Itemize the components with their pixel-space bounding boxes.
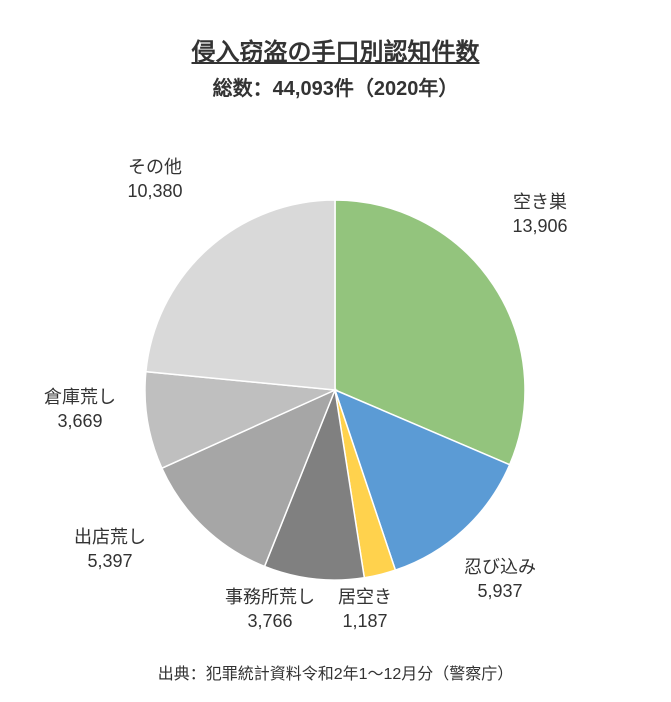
chart-source: 出典：犯罪統計資料令和2年1～12月分（警察庁） — [0, 660, 671, 684]
slice-label-name: 事務所荒し — [225, 587, 315, 607]
slice-label-name: 忍び込み — [464, 557, 536, 577]
slice-label-value: 1,187 — [342, 611, 387, 631]
slice-label-name: その他 — [128, 157, 182, 177]
slice-label: 倉庫荒し 3,669 — [44, 385, 116, 434]
slice-label-value: 5,937 — [477, 581, 522, 601]
pie-slice — [146, 200, 335, 390]
slice-label: 空き巣 13,906 — [512, 190, 567, 239]
slice-label-name: 居空き — [338, 587, 392, 607]
slice-label: 居空き 1,187 — [338, 585, 392, 634]
slice-label-value: 10,380 — [127, 181, 182, 201]
slice-label-value: 5,397 — [87, 551, 132, 571]
slice-label: 忍び込み 5,937 — [464, 555, 536, 604]
slice-label-name: 倉庫荒し — [44, 387, 116, 407]
slice-label-value: 13,906 — [512, 216, 567, 236]
slice-label-name: 出店荒し — [74, 527, 146, 547]
pie-chart-container: 侵入窃盗の手口別認知件数 総数：44,093件（2020年） 出典：犯罪統計資料… — [0, 0, 671, 702]
slice-label-value: 3,669 — [57, 411, 102, 431]
slice-label: 出店荒し 5,397 — [74, 525, 146, 574]
slice-label-name: 空き巣 — [513, 192, 567, 212]
pie-svg — [0, 0, 671, 702]
slice-label-value: 3,766 — [247, 611, 292, 631]
slice-label: その他 10,380 — [127, 155, 182, 204]
slice-label: 事務所荒し 3,766 — [225, 585, 315, 634]
